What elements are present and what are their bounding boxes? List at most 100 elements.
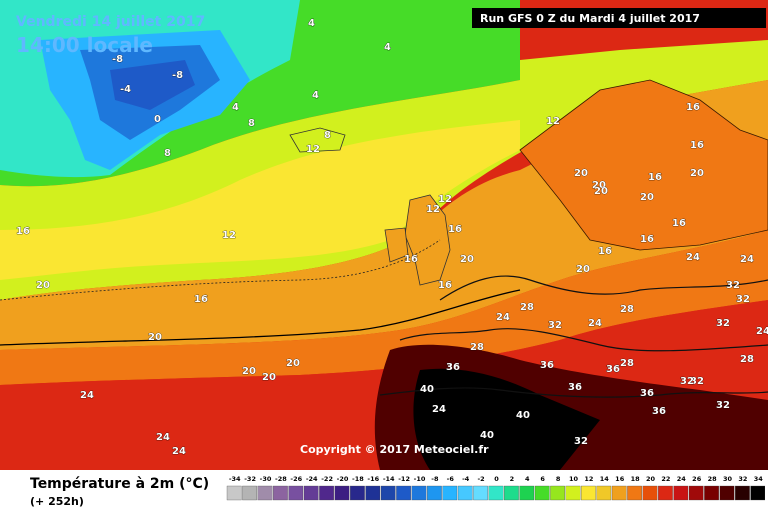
temperature-value-label: 28 — [740, 354, 754, 365]
europe-coastline — [379, 275, 768, 398]
ireland — [384, 227, 409, 263]
temperature-value-label: 28 — [520, 302, 534, 313]
temperature-value-label: 28 — [470, 342, 484, 353]
band-deep-orange — [0, 230, 768, 385]
temperature-value-label: 12 — [222, 230, 236, 241]
hottest-core — [413, 368, 600, 470]
legend-tick-label: 2 — [510, 475, 515, 483]
legend-color-swatch — [750, 485, 765, 501]
temperature-value-label: 4 — [384, 42, 391, 53]
temperature-value-label: 16 — [404, 254, 418, 265]
legend-color-swatch — [226, 485, 242, 501]
temperature-value-label: 16 — [648, 172, 662, 183]
legend-tick-label: 28 — [708, 475, 718, 483]
temperature-value-label: 32 — [716, 318, 730, 329]
legend-tick-label: -26 — [290, 475, 302, 483]
model-run-label: Run GFS 0 Z du Mardi 4 juillet 2017 — [472, 8, 766, 28]
temperature-value-label: 16 — [438, 280, 452, 291]
legend-tick-label: 0 — [494, 475, 499, 483]
temperature-value-label: 4 — [232, 102, 239, 113]
legend-color-swatch — [735, 485, 750, 501]
legend-tick-label: -10 — [414, 475, 426, 483]
legend-tick-label: 32 — [738, 475, 747, 483]
temperature-value-label: 8 — [248, 118, 255, 129]
forecast-time: 14:00 locale — [16, 33, 153, 57]
temperature-value-label: 20 — [242, 366, 256, 377]
legend-color-swatch — [673, 485, 689, 501]
temperature-value-label: 40 — [480, 430, 494, 441]
legend: Température à 2m (°C) (+ 252h) -34 -32 -30… — [0, 470, 768, 512]
temperature-value-label: 4 — [312, 90, 319, 101]
temperature-value-label: 20 — [594, 186, 608, 197]
temperature-value-label: 20 — [148, 332, 162, 343]
legend-color-swatch — [504, 485, 519, 501]
legend-color-swatch — [658, 485, 673, 501]
forecast-date: Vendredi 14 juillet 2017 — [16, 14, 206, 30]
legend-title: Température à 2m (°C) — [30, 476, 210, 492]
legend-color-swatch — [704, 485, 719, 501]
temperature-value-label: 24 — [496, 312, 510, 323]
legend-color-swatch — [627, 485, 642, 501]
copyright-notice: Copyright © 2017 Meteociel.fr — [300, 443, 489, 456]
temperature-value-label: 36 — [640, 388, 654, 399]
temperature-value-label: 24 — [432, 404, 446, 415]
legend-tick-label: 8 — [556, 475, 561, 483]
temperature-value-label: 16 — [194, 294, 208, 305]
temperature-value-label: 8 — [324, 130, 331, 141]
temperature-value-label: 32 — [726, 280, 740, 291]
temperature-value-label: 8 — [164, 148, 171, 159]
legend-tick-label: 34 — [754, 475, 764, 483]
legend-color-swatch — [365, 485, 381, 501]
iceland — [289, 127, 346, 153]
legend-color-swatch — [257, 485, 273, 501]
temperature-value-label: 32 — [690, 376, 704, 387]
legend-tick-label: 12 — [584, 475, 593, 483]
legend-tick-label: 18 — [631, 475, 641, 483]
legend-tick-label: -22 — [321, 475, 333, 483]
temperature-value-label: 20 — [36, 280, 50, 291]
temperature-value-label: 12 — [438, 194, 452, 205]
temperature-value-label: 36 — [606, 364, 620, 375]
temperature-value-label: 20 — [592, 180, 606, 191]
temperature-value-label: 36 — [446, 362, 460, 373]
temperature-value-label: 16 — [690, 140, 704, 151]
legend-color-swatch — [273, 485, 288, 501]
legend-tick-label: -12 — [398, 475, 410, 483]
temperature-value-label: 12 — [426, 204, 440, 215]
legend-tick-label: 14 — [600, 475, 610, 483]
legend-color-swatch — [596, 485, 612, 501]
temperature-value-label: -8 — [112, 54, 123, 65]
legend-color-swatch — [442, 485, 458, 501]
isotherm-20 — [0, 289, 521, 346]
greenland-core — [110, 60, 195, 110]
legend-color-swatch — [565, 485, 581, 501]
temperature-value-label: 0 — [154, 114, 161, 125]
temperature-value-label: 20 — [690, 168, 704, 179]
legend-color-swatch — [380, 485, 396, 501]
isotherm-16 — [0, 239, 441, 301]
legend-tick-label: -30 — [260, 475, 272, 483]
temperature-value-label: 16 — [640, 234, 654, 245]
legend-tick-label: 26 — [692, 475, 702, 483]
legend-tick-label: -4 — [462, 475, 470, 483]
temperature-value-label: 20 — [576, 264, 590, 275]
temperature-value-label: -8 — [172, 70, 183, 81]
temperature-value-label: 28 — [620, 358, 634, 369]
legend-tick-label: -32 — [244, 475, 256, 483]
temperature-value-label: 16 — [686, 102, 700, 113]
temperature-value-label: 16 — [448, 224, 462, 235]
legend-color-swatch — [581, 485, 596, 501]
temperature-value-label: 40 — [420, 384, 434, 395]
legend-tick-label: 20 — [646, 475, 656, 483]
temperature-value-label: 36 — [652, 406, 666, 417]
legend-color-swatch — [411, 485, 427, 501]
british-isles — [404, 194, 451, 286]
legend-tick-label: -20 — [337, 475, 349, 483]
legend-color-swatch — [396, 485, 411, 501]
legend-tick-label: -14 — [383, 475, 395, 483]
legend-color-swatch — [303, 485, 319, 501]
temperature-value-label: 32 — [574, 436, 588, 447]
legend-color-swatch — [334, 485, 350, 501]
